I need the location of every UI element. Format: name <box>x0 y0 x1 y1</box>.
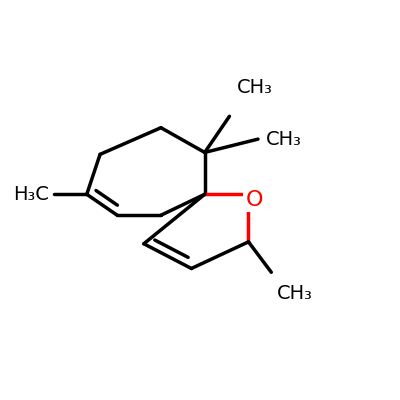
Text: CH₃: CH₃ <box>237 78 273 97</box>
Text: O: O <box>246 190 263 210</box>
Text: CH₃: CH₃ <box>277 284 313 303</box>
Text: H₃C: H₃C <box>13 185 49 204</box>
Text: CH₃: CH₃ <box>266 130 302 149</box>
